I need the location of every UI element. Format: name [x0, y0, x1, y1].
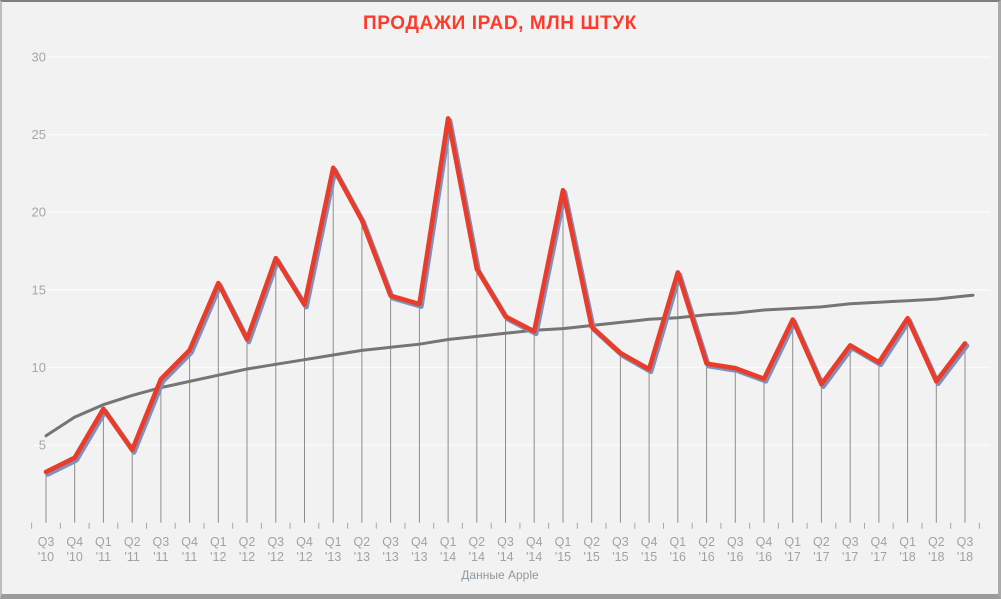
- y-axis-label: 10: [32, 360, 46, 375]
- x-axis-label: Q2'15: [583, 535, 600, 564]
- x-axis-label: Q3'17: [842, 535, 859, 564]
- x-axis-label: Q2'11: [124, 535, 141, 564]
- x-axis-label: Q2'16: [698, 535, 715, 564]
- x-axis-label: Q3'16: [727, 535, 744, 564]
- x-axis-label: Q3'12: [267, 535, 284, 564]
- x-axis-label: Q4'10: [66, 535, 83, 564]
- x-axis-label: Q4'11: [181, 535, 198, 564]
- x-axis-label: Q2'17: [813, 535, 830, 564]
- x-axis-label: Q1'12: [210, 535, 227, 564]
- sales-line-shadow: [45, 118, 970, 477]
- y-axis-label: 5: [39, 438, 46, 453]
- y-axis-label: 25: [32, 127, 46, 142]
- x-axis-label: Q2'13: [354, 535, 371, 564]
- x-axis-label: Q2'18: [928, 535, 945, 564]
- x-axis-label: Q3'14: [497, 535, 514, 564]
- x-axis-label: Q1'17: [784, 535, 801, 564]
- y-axis-label: 20: [32, 205, 46, 220]
- x-axis-label: Q4'16: [756, 535, 773, 564]
- x-axis-label: Q2'14: [468, 535, 485, 564]
- x-axis-label: Q4'13: [411, 535, 428, 564]
- x-axis-label: Q1'14: [440, 535, 457, 564]
- chart-title: ПРОДАЖИ IPAD, МЛН ШТУК: [363, 13, 637, 34]
- y-axis-label: 15: [32, 282, 46, 297]
- x-axis-label: Q3'10: [38, 535, 55, 564]
- x-axis-label: Q3'15: [612, 535, 629, 564]
- y-axis-label: 30: [32, 50, 46, 65]
- x-axis-label: Q2'12: [239, 535, 256, 564]
- x-axis-label: Q3'18: [957, 535, 974, 564]
- trend-line: [44, 293, 975, 438]
- x-axis-label: Q4'12: [296, 535, 313, 564]
- x-axis-label: Q4'15: [641, 535, 658, 564]
- sales-line: [43, 116, 968, 475]
- x-axis-label: Q4'17: [871, 535, 888, 564]
- x-axis-label: Q1'11: [95, 535, 112, 564]
- x-axis-label: Q1'18: [899, 535, 916, 564]
- x-axis-label: Q3'11: [153, 535, 170, 564]
- x-axis-label: Q4'14: [526, 535, 543, 564]
- x-axis-label: Q3'13: [382, 535, 399, 564]
- x-axis-label: Q1'13: [325, 535, 342, 564]
- x-axis-label: Q1'15: [555, 535, 572, 564]
- source-note: Данные Apple: [461, 568, 539, 582]
- x-axis-label: Q1'16: [669, 535, 686, 564]
